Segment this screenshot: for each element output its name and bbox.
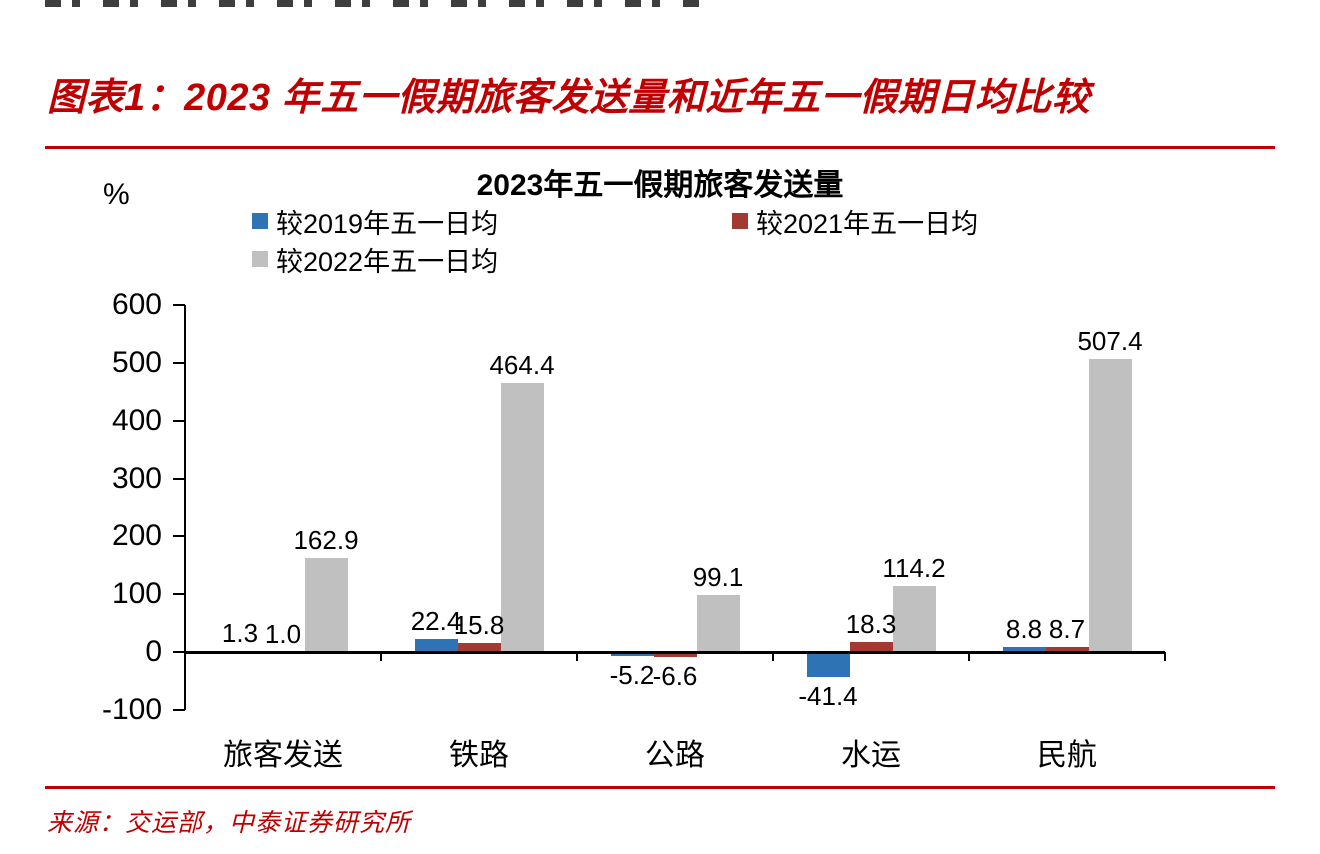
bar [1002,647,1046,653]
y-axis-unit: % [103,178,130,211]
y-axis-tick [173,593,185,596]
chart-title: 2023年五一假期旅客发送量 [476,169,844,202]
legend-label: 较2019年五一日均 [276,208,499,239]
y-axis-tick [173,535,185,538]
y-tick-label: 200 [111,519,162,553]
figure-title: 图表1：2023 年五一假期旅客发送量和近年五一假期日均比较 [47,77,1091,119]
bar-value-label: 22.4 [410,606,462,637]
bar [892,586,936,653]
x-category-label: 水运 [841,739,901,772]
clipped-text-row [45,0,700,7]
plot-area-wrap: 1.3 22.4 -5.2 -41.4 8.8 1.0 15.8 -6.6 18.3 8.7 162… [0,288,1320,780]
y-tick-label: 300 [111,461,162,495]
legend-swatch [252,213,268,229]
y-axis-tick [173,419,185,422]
x-category-label: 公路 [645,739,705,772]
x-axis-tick [380,652,382,662]
y-tick-label: 0 [145,635,162,669]
bar-value-label: 15.8 [453,610,505,640]
y-tick-label: 100 [111,577,162,611]
bar [653,653,697,657]
bar-value-label: 162.9 [293,524,359,555]
y-axis-tick [173,304,185,306]
top-divider [45,146,1275,149]
y-tick-label: 500 [111,345,162,379]
x-axis-tick [1164,652,1166,662]
x-axis-labels: 旅客发送 铁路 公路 水运 民航 [185,730,1165,772]
bar [500,383,544,653]
x-axis-tick [576,652,578,662]
y-axis-tick [173,709,185,711]
x-category-label: 旅客发送 [223,739,343,772]
bar-value-label: -6.6 [652,660,698,691]
bar [457,643,501,653]
bar-value-label: 8.8 [1005,614,1043,645]
bar-value-label: 507.4 [1077,325,1143,356]
bar-value-label: 1.3 [221,618,259,649]
bottom-divider [45,786,1275,789]
legend-swatch [732,213,748,229]
bar-value-label: 8.7 [1048,614,1086,645]
bar-value-label: 99.1 [692,561,744,592]
legend-label: 较2022年五一日均 [276,246,499,277]
bar [610,653,654,657]
y-tick-label: -100 [101,693,162,726]
plot-area: 1.3 22.4 -5.2 -41.4 8.8 1.0 15.8 -6.6 18.3 8.7 162… [184,305,1166,712]
legend-item: 较2019年五一日均 [252,202,732,240]
bar-value-label: 464.4 [489,350,555,381]
y-axis-tick [173,361,185,364]
source-note: 来源：交运部，中泰证券研究所 [47,808,412,837]
x-axis-tick [968,652,970,662]
y-axis-line [184,305,186,710]
bar [414,639,458,653]
bar [1045,647,1089,653]
bar-value-label: -5.2 [609,660,655,691]
bar [806,653,850,678]
bar [696,594,740,653]
y-tick-label: 600 [111,288,162,321]
bar-value-label: 1.0 [264,618,302,649]
legend-item: 较2022年五一日均 [252,240,732,278]
x-axis-tick [184,652,186,662]
legend-swatch [252,251,268,267]
x-axis-zero-line [185,650,1165,654]
bar [304,557,348,653]
y-axis-tick [173,477,185,480]
bar-value-label: 114.2 [882,553,946,584]
x-axis-tick [772,652,774,662]
y-axis-tick [173,651,185,654]
chart-legend: 较2019年五一日均 较2021年五一日均较2022年五一日均 [252,202,1232,278]
legend-item: 较2021年五一日均 [732,202,1212,240]
x-category-label: 民航 [1037,739,1097,772]
bar [849,641,893,653]
x-category-label: 铁路 [449,739,509,772]
bar-value-label: -41.4 [798,681,858,712]
bar-value-label: 18.3 [845,608,897,639]
y-tick-label: 400 [111,403,162,437]
legend-label: 较2021年五一日均 [756,208,979,239]
bar-chart: 2023年五一假期旅客发送量 % 较2019年五一日均 较2021年五一日均 较20… [0,150,1320,780]
bar [1088,358,1132,653]
